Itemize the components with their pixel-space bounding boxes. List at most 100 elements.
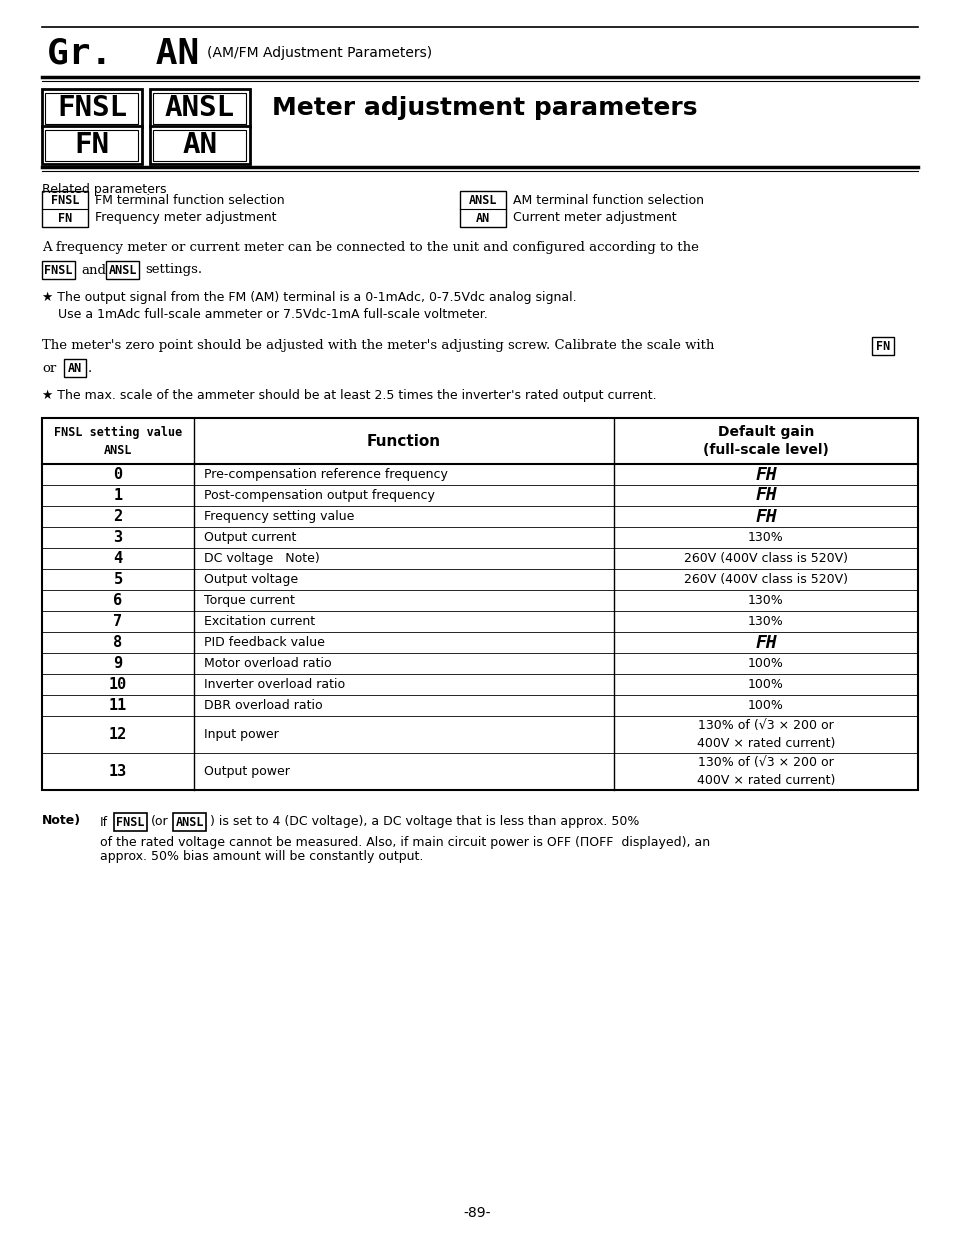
Text: FN: FN [875,340,889,352]
FancyBboxPatch shape [42,190,88,226]
Text: PID feedback value: PID feedback value [204,636,325,650]
Text: 130%: 130% [747,531,783,543]
FancyBboxPatch shape [42,417,917,790]
Text: -89-: -89- [463,1207,490,1220]
FancyBboxPatch shape [42,89,142,127]
Text: Current meter adjustment: Current meter adjustment [513,211,676,225]
Text: ANSL: ANSL [175,815,204,829]
FancyBboxPatch shape [42,262,75,279]
FancyBboxPatch shape [150,126,250,164]
Text: Gr.  AN: Gr. AN [47,36,199,70]
Text: DBR overload ratio: DBR overload ratio [204,699,322,713]
Text: AN: AN [182,131,217,159]
Text: 4: 4 [113,551,122,566]
Text: 9: 9 [113,656,122,671]
Text: 100%: 100% [747,699,783,713]
Text: ANSL: ANSL [104,443,132,457]
Text: FNSL: FNSL [44,263,72,277]
Text: FH: FH [755,466,776,483]
Text: Inverter overload ratio: Inverter overload ratio [204,678,345,692]
Text: Default gain: Default gain [717,425,813,438]
FancyBboxPatch shape [871,337,893,354]
Text: Motor overload ratio: Motor overload ratio [204,657,332,671]
Text: Excitation current: Excitation current [204,615,314,629]
Text: DC voltage   Note): DC voltage Note) [204,552,319,564]
Text: 400V × rated current): 400V × rated current) [696,737,834,750]
Text: FH: FH [755,508,776,526]
Text: Input power: Input power [204,727,278,741]
FancyBboxPatch shape [113,814,147,831]
FancyBboxPatch shape [459,190,505,226]
FancyBboxPatch shape [153,93,246,124]
FancyBboxPatch shape [42,126,142,164]
Text: 1: 1 [113,488,122,503]
Text: 400V × rated current): 400V × rated current) [696,774,834,787]
Text: of the rated voltage cannot be measured. Also, if main circuit power is OFF (ΠOF: of the rated voltage cannot be measured.… [100,836,709,848]
FancyBboxPatch shape [46,93,138,124]
Text: FN: FN [74,131,110,159]
Text: 6: 6 [113,593,122,608]
Text: 12: 12 [109,727,127,742]
Text: Frequency setting value: Frequency setting value [204,510,354,522]
Text: FNSL: FNSL [116,815,145,829]
FancyBboxPatch shape [106,262,139,279]
Text: FNSL setting value: FNSL setting value [53,425,182,438]
Text: 130% of (√3 × 200 or: 130% of (√3 × 200 or [698,756,833,769]
Text: (full-scale level): (full-scale level) [702,443,828,457]
Text: approx. 50% bias amount will be constantly output.: approx. 50% bias amount will be constant… [100,850,423,863]
Text: The meter's zero point should be adjusted with the meter's adjusting screw. Cali: The meter's zero point should be adjuste… [42,340,714,352]
Text: 5: 5 [113,572,122,587]
Text: (or: (or [151,815,169,829]
Text: FNSL: FNSL [57,94,127,122]
Text: 100%: 100% [747,657,783,671]
Text: If: If [100,815,108,829]
Text: 3: 3 [113,530,122,545]
Text: settings.: settings. [145,263,202,277]
Text: ANSL: ANSL [165,94,234,122]
Text: Frequency meter adjustment: Frequency meter adjustment [95,211,276,225]
Text: FH: FH [755,487,776,505]
Text: 130%: 130% [747,594,783,606]
FancyBboxPatch shape [172,814,206,831]
Text: Meter adjustment parameters: Meter adjustment parameters [272,96,697,120]
Text: ) is set to 4 (DC voltage), a DC voltage that is less than approx. 50%: ) is set to 4 (DC voltage), a DC voltage… [210,815,639,829]
FancyBboxPatch shape [153,130,246,161]
Text: 7: 7 [113,614,122,629]
Text: Pre-compensation reference frequency: Pre-compensation reference frequency [204,468,447,480]
Text: Output current: Output current [204,531,296,543]
Text: ★ The max. scale of the ammeter should be at least 2.5 times the inverter's rate: ★ The max. scale of the ammeter should b… [42,389,656,403]
Text: 0: 0 [113,467,122,482]
Text: FM terminal function selection: FM terminal function selection [95,194,284,206]
Text: AN: AN [476,211,490,225]
Text: 260V (400V class is 520V): 260V (400V class is 520V) [683,552,847,564]
Text: (AM/FM Adjustment Parameters): (AM/FM Adjustment Parameters) [207,46,432,61]
Text: AM terminal function selection: AM terminal function selection [513,194,703,206]
Text: 100%: 100% [747,678,783,692]
Text: Note): Note) [42,814,81,827]
Text: Output voltage: Output voltage [204,573,297,585]
Text: 130% of (√3 × 200 or: 130% of (√3 × 200 or [698,719,833,732]
Text: A frequency meter or current meter can be connected to the unit and configured a: A frequency meter or current meter can b… [42,242,699,254]
Text: AN: AN [68,362,82,374]
FancyBboxPatch shape [64,359,86,377]
FancyBboxPatch shape [46,130,138,161]
FancyBboxPatch shape [150,89,250,127]
Text: ★ The output signal from the FM (AM) terminal is a 0-1mAdc, 0-7.5Vdc analog sign: ★ The output signal from the FM (AM) ter… [42,291,576,305]
Text: Output power: Output power [204,764,290,778]
Text: 10: 10 [109,677,127,692]
Text: and: and [81,263,106,277]
Text: 260V (400V class is 520V): 260V (400V class is 520V) [683,573,847,585]
Text: ANSL: ANSL [468,194,497,206]
Text: FH: FH [755,634,776,652]
Text: FNSL: FNSL [51,194,79,206]
Text: .: . [88,362,91,374]
Text: Related parameters: Related parameters [42,183,167,196]
Text: Torque current: Torque current [204,594,294,606]
Text: FN: FN [58,211,72,225]
Text: ANSL: ANSL [109,263,137,277]
Text: Function: Function [367,433,440,448]
Text: 2: 2 [113,509,122,524]
Text: 130%: 130% [747,615,783,629]
Text: 11: 11 [109,698,127,713]
Text: Use a 1mAdc full-scale ammeter or 7.5Vdc-1mA full-scale voltmeter.: Use a 1mAdc full-scale ammeter or 7.5Vdc… [58,308,487,321]
